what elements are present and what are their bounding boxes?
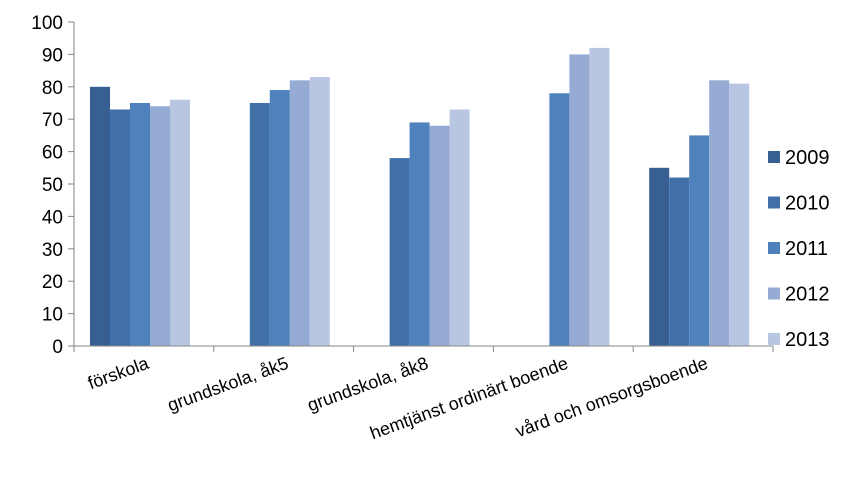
bar-2012-4 [569, 54, 590, 347]
legend-label-2012: 2012 [785, 284, 830, 306]
bar-2010-2 [249, 103, 270, 346]
category-label: grundskola, åk5 [165, 353, 291, 415]
bar-2013-1 [170, 99, 190, 346]
y-axis: 0 10 20 30 40 50 60 70 80 90 100 [31, 13, 75, 358]
category-label: grundskola, åk8 [305, 353, 431, 415]
bar-2010-1 [110, 109, 130, 346]
y-tick-label: 20 [42, 272, 63, 293]
bar-2011-1 [130, 103, 150, 346]
legend-swatch-2010 [768, 196, 780, 209]
bar-2012-1 [150, 106, 170, 347]
y-tick-label: 0 [52, 337, 63, 358]
bar-2011-5 [689, 135, 710, 346]
bar-2010-5 [669, 177, 690, 346]
y-tick-label: 70 [42, 110, 63, 131]
y-tick-label: 50 [42, 175, 63, 196]
x-axis: förskola grundskola, åk5 grundskola, åk8he… [73, 345, 774, 443]
y-tick-label: 90 [42, 45, 63, 66]
bar-2012-2 [289, 80, 310, 346]
legend: 2009 2010 2011 2012 2013 [768, 147, 830, 351]
y-tick-label: 10 [42, 305, 63, 326]
y-tick-label: 40 [42, 207, 63, 228]
bar-2011-2 [269, 90, 290, 346]
bar-2009-1 [90, 86, 110, 347]
legend-swatch-2013 [768, 333, 780, 345]
bar-2011-4 [549, 93, 570, 346]
bar-2010-3 [389, 158, 410, 346]
legend-label-2010: 2010 [785, 193, 830, 215]
legend-label-2013: 2013 [785, 329, 830, 351]
bar-2011-3 [409, 122, 430, 346]
bar-2013-5 [729, 83, 750, 346]
y-tick-label: 100 [31, 13, 63, 34]
legend-label-2011: 2011 [785, 238, 828, 260]
legend-label-2009: 2009 [785, 147, 830, 169]
bar-2013-4 [589, 47, 610, 347]
y-tick-label: 30 [42, 240, 63, 261]
legend-swatch-2009 [768, 151, 780, 163]
plot-area [90, 47, 750, 347]
bar-2013-2 [309, 77, 330, 346]
category-label: förskola [85, 353, 152, 394]
legend-swatch-2011 [768, 242, 780, 254]
y-tick-label: 80 [42, 78, 63, 99]
bar-2013-3 [449, 109, 470, 346]
bar-2009-5 [649, 167, 670, 346]
y-tick-label: 60 [42, 143, 63, 164]
legend-swatch-2012 [768, 287, 780, 300]
bar-2012-5 [709, 80, 730, 346]
bar-2012-3 [429, 125, 450, 347]
